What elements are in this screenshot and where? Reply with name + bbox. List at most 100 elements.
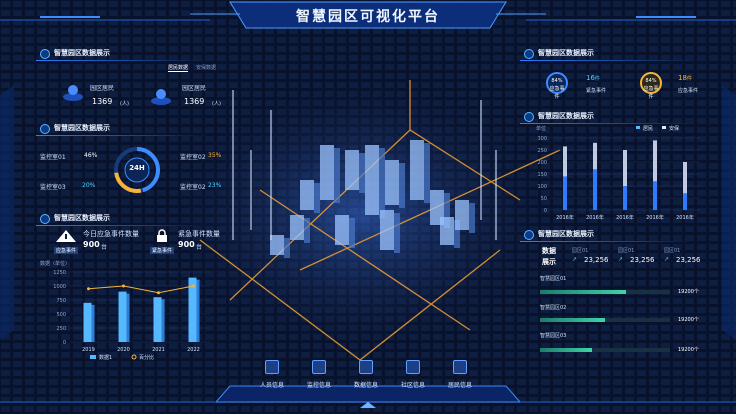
nav-people[interactable]: 人员信息 xyxy=(252,360,292,389)
chart1-legend-label: 百分比 xyxy=(139,354,154,361)
urgent-count-unit: 台 xyxy=(196,244,203,251)
nav-data[interactable]: 数据信息 xyxy=(346,360,386,389)
chart2-xtick: 2016年 xyxy=(676,214,694,221)
chart1-xtick: 2022 xyxy=(187,347,200,353)
chart1-ytick: 500 xyxy=(56,312,66,318)
chart2-bar xyxy=(563,176,567,210)
urgent-count-value: 900 xyxy=(178,240,195,249)
left-bar-chart: 数据（单位） 1250 1000 750 500 250 0 2019 2020 2021 2022… xyxy=(40,260,210,361)
tab-security-data[interactable]: 安保数据 xyxy=(196,65,217,71)
chart1-bar-side xyxy=(91,304,95,342)
tower xyxy=(430,190,444,225)
resident-unit-2: (人) xyxy=(212,101,221,107)
page-title: 智慧园区可视化平台 xyxy=(296,9,440,25)
light-beam xyxy=(480,100,482,220)
bottom-frame xyxy=(0,385,736,408)
emergency-count-value: 900 xyxy=(83,240,100,249)
tower xyxy=(365,145,379,215)
light-beam xyxy=(232,90,234,240)
park-row-label-2: 智慧园区02 xyxy=(540,305,567,311)
emergency-event-count-unit: 件 xyxy=(686,76,692,82)
chart2-bar xyxy=(623,150,627,210)
resident-value-1: 1369 xyxy=(92,97,113,106)
monitor-room-value-1: 46% xyxy=(84,152,98,159)
urgent-event-label: 紧急事件 xyxy=(586,88,607,94)
donut-center-label: 24H xyxy=(129,164,145,172)
monitor-room-value-3: 20% xyxy=(82,182,96,189)
resident-unit-1: (人) xyxy=(120,101,129,107)
trend-icon: ↗ xyxy=(572,256,578,263)
monitor-room-value-2: 35% xyxy=(208,152,222,159)
nav-people-label: 人员信息 xyxy=(259,382,284,389)
urgent-count-label: 紧急事件数量 xyxy=(178,230,220,238)
resident-label-1: 园区居民 xyxy=(90,85,115,92)
park-row-track-1 xyxy=(540,290,670,294)
chart1-ytick: 750 xyxy=(56,298,66,304)
trend-icon: ↗ xyxy=(618,256,624,263)
chart1-xtick: 2019 xyxy=(82,347,95,353)
camera-icon xyxy=(312,360,326,374)
chart1-legend-swatch xyxy=(90,355,96,359)
percent-badge-1-value: 84 xyxy=(551,78,558,84)
tower xyxy=(440,217,454,245)
light-beam xyxy=(270,110,272,240)
emergency-event-count: 18件 xyxy=(678,74,692,82)
emergency-tag: 应急事件 xyxy=(54,247,78,254)
park-col-label-2: 园区01 xyxy=(618,248,635,254)
percent-badge-1: 84% 应急事件 xyxy=(546,72,568,100)
chart2-ytick: 100 xyxy=(537,184,547,190)
resident-icon xyxy=(150,86,172,106)
chart1-bar-side xyxy=(161,299,165,342)
light-beam xyxy=(495,150,497,240)
resident-label-2: 园区居民 xyxy=(182,85,207,92)
id-card-icon xyxy=(265,360,279,374)
nav-data-label: 数据信息 xyxy=(353,382,378,389)
park-row-label-3: 智慧园区03 xyxy=(540,333,567,339)
resident-value-2: 1369 xyxy=(184,97,205,106)
chart1-bar-side xyxy=(196,279,200,342)
park-row-value-3: 19200个 xyxy=(678,347,699,353)
right-panel2-title: 智慧园区数据展示 xyxy=(520,110,696,124)
nav-residents[interactable]: 居民信息 xyxy=(440,360,480,389)
percent-badge-2-value: 84 xyxy=(645,78,652,84)
nav-monitor[interactable]: 监控信息 xyxy=(299,360,339,389)
tower-side xyxy=(454,220,460,248)
park-col-value-1: 23,256 xyxy=(584,256,609,264)
tower xyxy=(335,215,349,245)
tower-side xyxy=(359,153,365,193)
lock-icon: 紧急事件 xyxy=(150,228,174,254)
header: 智慧园区可视化平台 xyxy=(190,0,546,34)
urgent-event-count-value: 16 xyxy=(586,74,595,82)
emergency-count-unit: 台 xyxy=(101,244,108,251)
left-panel1-title: 智慧园区数据展示 xyxy=(36,47,206,61)
chart2-legend-swatch xyxy=(662,126,666,129)
tab-resident-data[interactable]: 居民数据 xyxy=(168,65,189,72)
park-row-value-1: 19200个 xyxy=(678,289,699,295)
percent-badge-2: 84% 应急事件 xyxy=(640,72,662,100)
emergency-event-count-value: 18 xyxy=(678,74,687,82)
nav-monitor-label: 监控信息 xyxy=(306,382,331,389)
chart2-bar xyxy=(683,162,687,210)
emergency-count-label: 今日应急事件数量 xyxy=(83,230,139,238)
chart2-ytick: 50 xyxy=(541,196,547,202)
park-row-bar-3 xyxy=(540,348,592,352)
tower-side xyxy=(304,218,310,243)
chart2-bar xyxy=(593,169,597,210)
urgent-event-count: 16件 xyxy=(586,74,600,82)
monitor-room-label-4: 监控室02 xyxy=(180,184,206,191)
tower xyxy=(345,150,359,190)
right-panel3-title: 智慧园区数据展示 xyxy=(520,228,696,242)
chart1-ytick: 1250 xyxy=(53,270,66,276)
header-frame xyxy=(190,1,546,29)
chart1-line xyxy=(88,285,194,294)
tower-side xyxy=(399,163,405,208)
tower-side xyxy=(314,183,320,213)
tower-side xyxy=(394,213,400,253)
chart2-xtick: 2016年 xyxy=(556,214,574,221)
chart1-ytick: 1000 xyxy=(53,284,66,290)
park-col-value-3: 23,256 xyxy=(676,256,701,264)
park-col-label-1: 园区01 xyxy=(572,248,589,254)
chart1-ytick: 0 xyxy=(63,340,66,346)
nav-community[interactable]: 社区信息 xyxy=(393,360,433,389)
